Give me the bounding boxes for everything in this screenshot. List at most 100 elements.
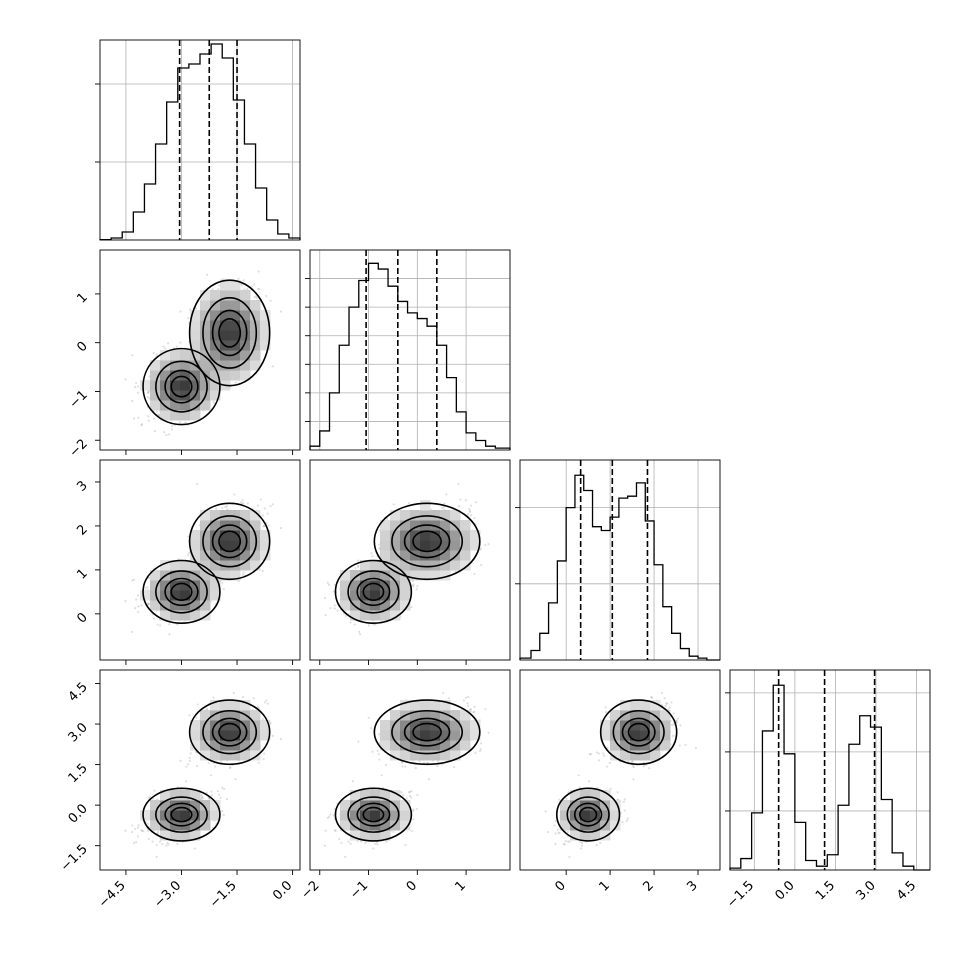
sample-point [467, 513, 470, 516]
sample-point [137, 605, 140, 608]
sample-point [474, 501, 478, 504]
sample-point [473, 711, 476, 714]
sample-point [464, 696, 467, 699]
sample-point [558, 798, 561, 801]
sample-point [405, 797, 408, 800]
sample-point [155, 843, 158, 847]
sample-point [148, 795, 151, 798]
sample-point [553, 824, 556, 827]
sample-point [137, 824, 140, 827]
sample-point [622, 800, 625, 803]
sample-point [131, 579, 134, 582]
sample-point [357, 564, 360, 567]
sample-point [329, 813, 332, 816]
sample-point [269, 505, 272, 508]
sample-point [140, 604, 143, 607]
sample-point [333, 829, 336, 832]
sample-point [401, 765, 404, 768]
sample-point [155, 410, 158, 413]
sample-point [372, 847, 375, 850]
sample-point [324, 829, 327, 832]
sample-point [263, 525, 266, 528]
sample-point [161, 842, 164, 845]
sample-point [131, 399, 134, 403]
sample-point [216, 790, 219, 793]
sample-point [141, 423, 144, 426]
sample-point [165, 844, 168, 847]
sample-point [487, 731, 490, 734]
sample-point [400, 791, 403, 794]
sample-point [579, 841, 582, 844]
sample-point [142, 830, 145, 833]
sample-point [412, 818, 415, 821]
sample-point [176, 842, 179, 846]
sample-point [147, 603, 150, 606]
sample-point [209, 774, 213, 777]
sample-point [544, 810, 547, 813]
sample-point [186, 554, 190, 557]
sample-point [167, 843, 170, 846]
sample-point [408, 790, 411, 793]
sample-point [158, 840, 162, 843]
sample-point [147, 837, 150, 841]
sample-point [196, 764, 199, 768]
sample-point [623, 809, 626, 812]
sample-point [147, 602, 150, 606]
sample-point [135, 598, 138, 601]
sample-point [353, 623, 356, 626]
sample-point [210, 794, 213, 797]
sample-point [225, 505, 229, 508]
sample-point [327, 815, 331, 818]
sample-point [222, 814, 225, 817]
sample-point [175, 345, 178, 348]
sample-point [676, 717, 679, 720]
sample-point [442, 505, 446, 509]
sample-point [201, 797, 205, 800]
sample-point [336, 609, 339, 612]
sample-point [323, 844, 326, 847]
sample-point [136, 826, 140, 829]
sample-point [484, 543, 487, 547]
sample-point [179, 341, 182, 344]
sample-point [400, 760, 403, 764]
sample-point [329, 606, 332, 610]
sample-point [170, 425, 174, 428]
sample-point [473, 572, 476, 576]
sample-point [459, 498, 462, 501]
sample-point [147, 390, 151, 393]
sample-point [209, 600, 213, 603]
sample-point [262, 758, 265, 761]
sample-point [232, 691, 235, 695]
sample-point [332, 814, 335, 817]
sample-point [344, 614, 348, 617]
sample-point [188, 714, 191, 717]
sample-point [445, 493, 448, 496]
sample-point [376, 749, 379, 752]
sample-point [370, 727, 373, 730]
sample-point [136, 610, 140, 613]
sample-point [557, 831, 560, 834]
sample-point [187, 763, 190, 766]
sample-point [147, 829, 150, 832]
sample-point [205, 791, 208, 794]
sample-point [210, 790, 213, 793]
sample-point [547, 830, 550, 834]
sample-point [234, 778, 237, 781]
sample-point [229, 766, 232, 769]
sample-point [155, 855, 158, 858]
sample-point [262, 525, 265, 528]
sample-point [356, 559, 360, 562]
sample-point [566, 830, 569, 834]
sample-point [131, 824, 134, 827]
sample-point [626, 817, 629, 820]
sample-point [233, 493, 236, 496]
sample-point [554, 820, 557, 823]
sample-point [265, 699, 268, 702]
sample-point [266, 512, 269, 515]
sample-point [279, 737, 283, 741]
sample-point [212, 696, 215, 699]
sample-point [124, 600, 127, 603]
sample-point [156, 623, 159, 626]
sample-point [404, 765, 407, 768]
sample-point [354, 567, 357, 570]
